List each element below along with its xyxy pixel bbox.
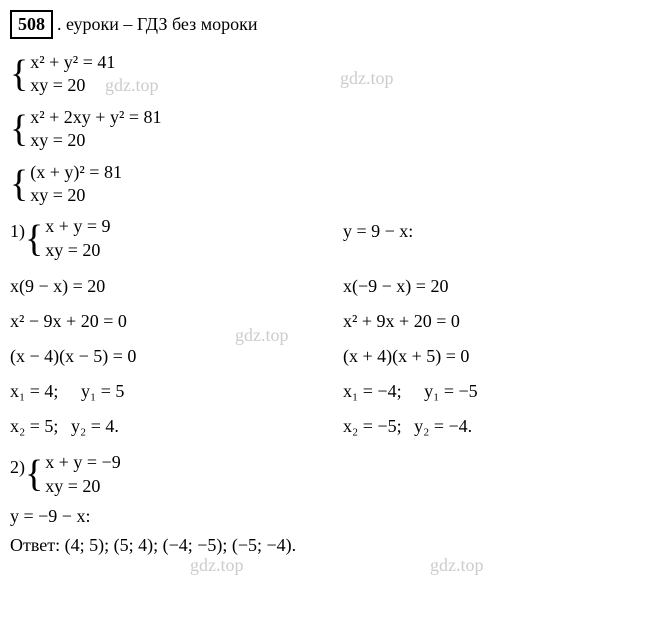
- work-row-1: x(9 − x) = 20 x(−9 − x) = 20: [10, 276, 636, 297]
- equation: y₁ = 5: [81, 381, 124, 401]
- equation: (x − 4)(x − 5) = 0: [10, 346, 136, 366]
- answer-text: Ответ: (4; 5); (5; 4); (−4; −5); (−5; −4…: [10, 535, 296, 555]
- work-row-2: x² − 9x + 20 = 0 x² + 9x + 20 = 0: [10, 311, 636, 332]
- equation: y₁ = −5: [424, 381, 478, 401]
- equation: x² + y² = 41: [30, 51, 115, 74]
- equation: x(9 − x) = 20: [10, 276, 105, 296]
- problem-number: 508: [10, 10, 53, 39]
- work-row-3: (x − 4)(x − 5) = 0 (x + 4)(x + 5) = 0: [10, 346, 636, 367]
- equation: x + y = −9: [45, 451, 120, 474]
- system-3: { (x + y)² = 81 xy = 20: [10, 161, 636, 208]
- brace-icon: {: [10, 114, 28, 144]
- equation: xy = 20: [45, 239, 110, 262]
- equation: x² + 2xy + y² = 81: [30, 106, 161, 129]
- case-label: 1): [10, 215, 25, 242]
- case-label: 2): [10, 451, 25, 478]
- substitution: y = −9 − x:: [10, 506, 90, 526]
- equation: y₂ = −4.: [414, 416, 472, 436]
- equation: x₂ = 5;: [10, 416, 58, 436]
- equation: (x + y)² = 81: [30, 161, 122, 184]
- equation: x² − 9x + 20 = 0: [10, 311, 127, 331]
- brace-icon: {: [10, 59, 28, 89]
- equation: xy = 20: [30, 184, 122, 207]
- equation: x(−9 − x) = 20: [343, 276, 448, 296]
- brace-icon: {: [25, 459, 43, 489]
- equation: x² + 9x + 20 = 0: [343, 311, 460, 331]
- substitution-2: y = −9 − x:: [10, 506, 636, 527]
- header-text: . еуроки – ГДЗ без мороки: [57, 14, 258, 35]
- brace-icon: {: [25, 224, 43, 254]
- brace-icon: {: [10, 169, 28, 199]
- equation: (x + 4)(x + 5) = 0: [343, 346, 469, 366]
- work-row-5: x₂ = 5; y₂ = 4. x₂ = −5; y₂ = −4.: [10, 416, 636, 437]
- equation: xy = 20: [30, 74, 115, 97]
- case-1-row: 1) { x + y = 9 xy = 20 y = 9 − x:: [10, 215, 636, 262]
- system-1: { x² + y² = 41 xy = 20: [10, 51, 636, 98]
- equation: y₂ = 4.: [71, 416, 119, 436]
- equation: x₂ = −5;: [343, 416, 402, 436]
- equation: x₁ = 4;: [10, 381, 58, 401]
- equation: xy = 20: [30, 129, 161, 152]
- header-row: 508 . еуроки – ГДЗ без мороки: [10, 10, 636, 39]
- watermark: gdz.top: [430, 555, 484, 576]
- answer-row: Ответ: (4; 5); (5; 4); (−4; −5); (−5; −4…: [10, 535, 636, 556]
- substitution: y = 9 − x:: [343, 221, 413, 241]
- system-2: { x² + 2xy + y² = 81 xy = 20: [10, 106, 636, 153]
- equation: x + y = 9: [45, 215, 110, 238]
- case-2-row: 2) { x + y = −9 xy = 20: [10, 451, 636, 498]
- equation: x₁ = −4;: [343, 381, 402, 401]
- watermark: gdz.top: [190, 555, 244, 576]
- work-row-4: x₁ = 4; y₁ = 5 x₁ = −4; y₁ = −5: [10, 381, 636, 402]
- equation: xy = 20: [45, 475, 120, 498]
